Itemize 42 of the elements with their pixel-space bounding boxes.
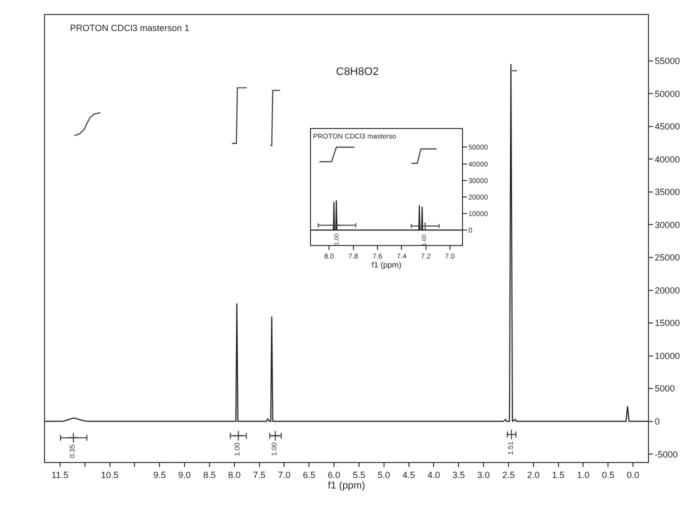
x-tick-label: 1.5 [552, 470, 565, 480]
x-tick-label: 0.0 [626, 470, 640, 480]
y-tick-label: 0 [654, 416, 660, 427]
x-tick-label: 9.0 [178, 470, 191, 480]
line-series [74, 112, 101, 136]
x-tick-label: 0.5 [602, 470, 614, 480]
x-tick-label: 6.0 [328, 470, 340, 480]
x-tick-label: 1.0 [576, 470, 590, 480]
line-series [311, 200, 462, 231]
x-tick-label: 3.5 [452, 470, 465, 480]
x-tick-label: 3.0 [477, 470, 490, 480]
x-tick-label: 7.0 [278, 470, 290, 480]
y-tick-label: 55000 [654, 56, 680, 66]
y-tick-label: 20000 [654, 285, 680, 296]
x-tick-label: 2.5 [502, 470, 515, 480]
y-tick-label: 45000 [654, 122, 680, 132]
y-tick-label: 50000 [654, 88, 680, 99]
x-axis-title: f1 (ppm) [372, 260, 402, 270]
y-tick-label: 5000 [654, 384, 675, 394]
text: PROTON CDCl3 masterson 1 [70, 23, 190, 34]
y-tick-label: 35000 [654, 187, 680, 198]
x-tick-label: 8.0 [228, 470, 241, 480]
y-tick-label: 15000 [654, 318, 680, 328]
x-tick-label: 9.5 [153, 470, 166, 480]
x-tick-label: 10.5 [101, 470, 119, 480]
y-tick-label: 30000 [654, 220, 680, 230]
x-tick-label: 2.0 [527, 470, 540, 480]
y-tick-label: 25000 [654, 252, 680, 263]
x-tick-label: 8.5 [203, 470, 216, 480]
y-tick-label: -5000 [654, 449, 678, 460]
x-tick-label: 7.5 [253, 470, 266, 480]
x-axis-title: f1 (ppm) [328, 480, 366, 492]
y-tick-label: 40000 [654, 154, 680, 164]
x-tick-label: 5.0 [378, 470, 390, 480]
x-tick-label: 11.5 [52, 470, 68, 480]
x-tick-label: 4.5 [402, 470, 416, 480]
x-tick-label: 6.5 [302, 470, 316, 480]
x-tick-label: 4.0 [427, 470, 440, 480]
line-series [45, 64, 648, 422]
text: C8H8O2 [336, 66, 379, 78]
x-tick-label: 5.5 [352, 470, 366, 480]
y-tick-label: 10000 [654, 350, 680, 361]
